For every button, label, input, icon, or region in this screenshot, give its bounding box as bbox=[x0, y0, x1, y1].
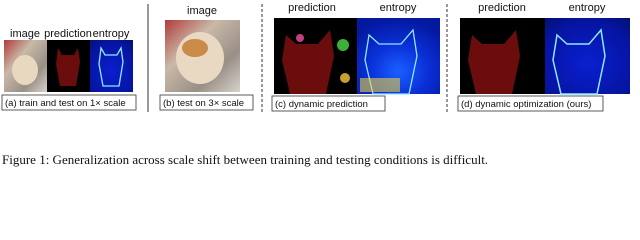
caption-box bbox=[457, 95, 604, 112]
caption: (a) train and test on 1× scale bbox=[5, 98, 126, 109]
entropy bbox=[545, 18, 630, 94]
label: entropy bbox=[380, 2, 417, 14]
cat-mask bbox=[282, 30, 334, 94]
label: prediction bbox=[478, 2, 526, 14]
entropy bbox=[90, 40, 133, 92]
caption-box bbox=[159, 94, 254, 111]
caption: (d) dynamic optimization (ours) bbox=[461, 99, 591, 110]
caption-box bbox=[1, 94, 137, 111]
caption-box bbox=[271, 95, 386, 112]
figure-caption: Figure 1: Generalization across scale sh… bbox=[2, 152, 488, 167]
figure: image prediction entropy (a) train and t… bbox=[1, 2, 630, 167]
label: entropy bbox=[569, 2, 606, 14]
panel-a: image prediction entropy (a) train and t… bbox=[1, 28, 137, 111]
edge bbox=[364, 28, 418, 95]
edge bbox=[98, 45, 124, 87]
caption: (c) dynamic prediction bbox=[275, 99, 368, 110]
blob bbox=[337, 39, 349, 51]
hot-region bbox=[360, 78, 400, 92]
blob bbox=[296, 34, 304, 42]
caption: (b) test on 3× scale bbox=[163, 98, 244, 109]
cat-head bbox=[182, 39, 208, 57]
cat-mask bbox=[468, 30, 520, 94]
label: image bbox=[10, 28, 40, 40]
blob bbox=[340, 73, 350, 83]
edge bbox=[552, 28, 606, 95]
label: prediction bbox=[288, 2, 336, 14]
label: prediction bbox=[44, 28, 92, 40]
label: image bbox=[187, 5, 217, 17]
panel-d: prediction entropy (d) dynamic optimizat… bbox=[457, 2, 630, 112]
cat bbox=[12, 55, 38, 85]
panel-c: prediction entropy (c) dynamic predictio… bbox=[271, 2, 440, 112]
cat-mask bbox=[56, 48, 80, 86]
panel-b: image (b) test on 3× scale bbox=[159, 5, 254, 111]
label: entropy bbox=[93, 28, 130, 40]
